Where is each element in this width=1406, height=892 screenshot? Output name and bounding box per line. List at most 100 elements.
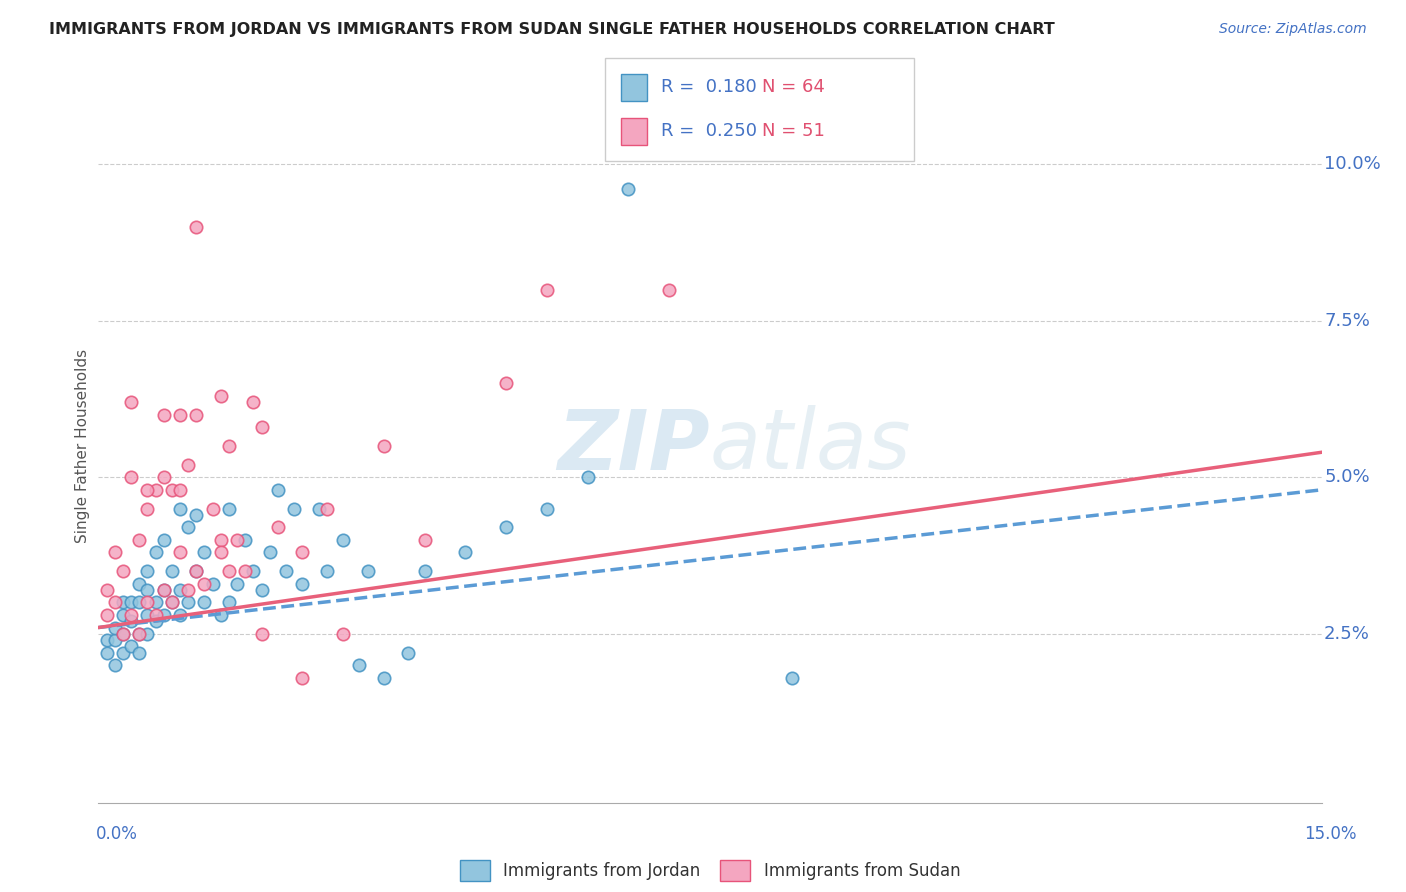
Point [152,607,174,622]
Point [160,595,183,609]
Point [120,470,142,484]
Point [332,533,354,547]
Point [226,533,249,547]
Point [160,483,183,497]
Text: Source: ZipAtlas.com: Source: ZipAtlas.com [1219,22,1367,37]
Point [177,582,200,597]
Point [96,633,118,648]
Point [233,564,256,578]
Point [120,395,142,409]
Point [160,595,183,609]
Point [111,595,134,609]
Point [169,408,191,422]
Point [209,545,232,559]
Point [152,408,174,422]
Point [218,595,240,609]
Point [152,582,174,597]
Point [169,483,191,497]
Point [250,420,273,434]
Point [315,564,337,578]
Point [186,564,208,578]
Text: 2.5%: 2.5% [1324,624,1369,643]
Text: 5.0%: 5.0% [1324,468,1369,486]
Point [169,545,191,559]
Point [111,627,134,641]
Point [218,439,240,453]
Point [104,658,127,673]
Point [169,607,191,622]
Legend: Immigrants from Jordan, Immigrants from Sudan: Immigrants from Jordan, Immigrants from … [453,854,967,888]
Point [536,501,558,516]
Point [454,545,477,559]
Point [186,219,208,234]
Point [495,376,517,391]
Point [267,483,290,497]
Text: 0.0%: 0.0% [96,825,138,843]
Text: R =  0.250: R = 0.250 [661,122,756,140]
Point [111,627,134,641]
Text: 7.5%: 7.5% [1324,312,1369,330]
Point [259,545,281,559]
Point [308,501,330,516]
Text: ZIP: ZIP [557,406,710,486]
Point [274,564,297,578]
Point [128,627,150,641]
Point [111,564,134,578]
Point [193,595,215,609]
Point [96,582,118,597]
Point [145,607,167,622]
Point [413,564,436,578]
Point [186,508,208,522]
Point [373,671,395,685]
Point [136,582,159,597]
Point [186,408,208,422]
Point [291,671,314,685]
Point [226,576,249,591]
Text: atlas: atlas [710,406,911,486]
Point [160,564,183,578]
Point [104,545,127,559]
Point [136,483,159,497]
Text: R =  0.180: R = 0.180 [661,78,756,96]
Point [242,395,264,409]
Point [145,595,167,609]
Point [120,640,142,654]
Point [128,576,150,591]
Point [201,501,224,516]
Point [193,545,215,559]
Point [128,595,150,609]
Point [413,533,436,547]
Point [209,389,232,403]
Point [136,607,159,622]
Point [291,545,314,559]
Point [145,483,167,497]
Point [152,533,174,547]
Point [177,595,200,609]
Point [128,627,150,641]
Point [201,576,224,591]
Point [193,576,215,591]
Point [658,283,681,297]
Point [218,501,240,516]
Point [267,520,290,534]
Point [177,458,200,472]
Point [373,439,395,453]
Point [209,607,232,622]
Point [96,607,118,622]
Point [617,182,640,196]
Point [136,627,159,641]
Point [96,646,118,660]
Point [111,646,134,660]
Point [536,283,558,297]
Point [250,582,273,597]
Point [250,627,273,641]
Point [349,658,371,673]
Point [242,564,264,578]
Point [396,646,419,660]
Point [233,533,256,547]
Point [152,470,174,484]
Point [169,582,191,597]
Point [177,520,200,534]
Point [120,607,142,622]
Point [136,564,159,578]
